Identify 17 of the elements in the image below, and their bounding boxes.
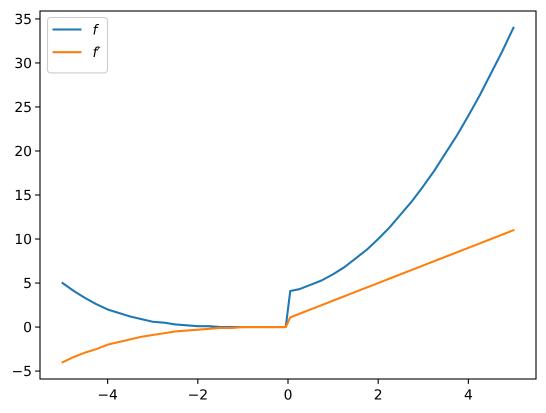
y-tick-label: 20: [14, 144, 32, 160]
y-tick-label: 5: [23, 276, 32, 292]
y-tick-label: 15: [14, 188, 32, 204]
x-tick-label: −2: [188, 388, 208, 404]
y-tick-label: 35: [14, 12, 32, 28]
y-tick-label: 30: [14, 56, 32, 72]
x-tick-label: 4: [464, 388, 473, 404]
x-tick-label: −4: [97, 388, 118, 404]
legend-label: f: [92, 22, 100, 38]
y-tick-label: −5: [12, 364, 32, 380]
y-tick-label: 0: [23, 320, 32, 336]
legend-label: f′: [92, 45, 102, 62]
line-series: [62, 229, 514, 364]
y-tick-label: 10: [14, 232, 32, 248]
y-tick-label: 25: [14, 100, 32, 116]
x-tick-label: 2: [374, 388, 383, 404]
x-tick-label: 0: [284, 388, 292, 404]
